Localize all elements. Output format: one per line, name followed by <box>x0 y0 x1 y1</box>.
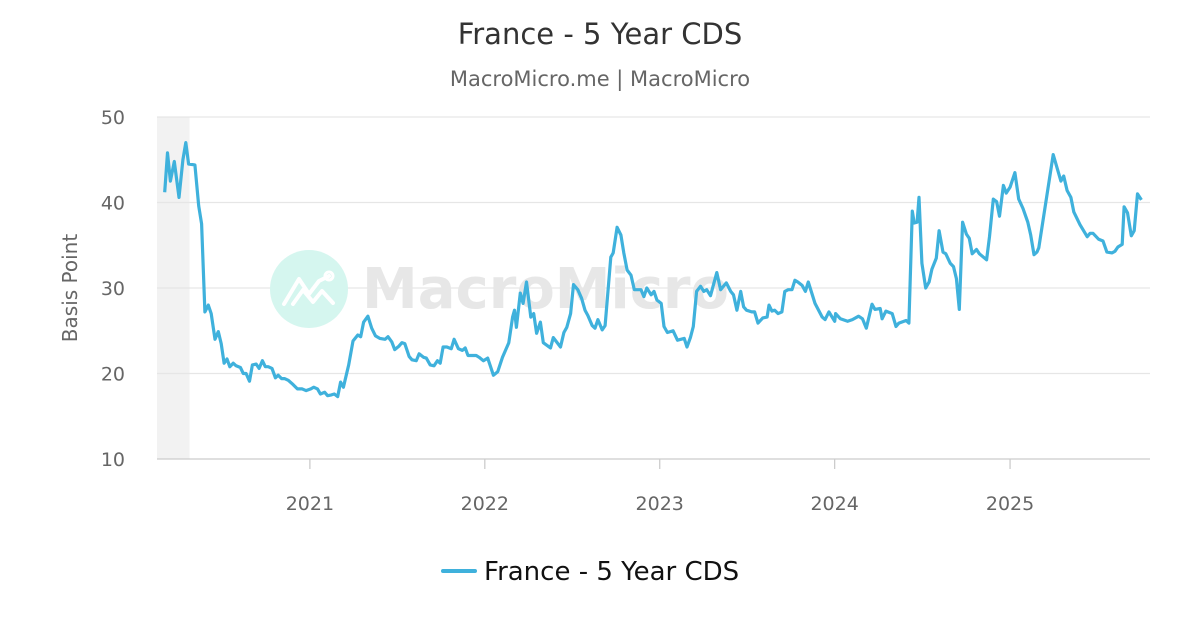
y-tick-label: 20 <box>101 364 125 386</box>
x-axis-ticks: 2021 2022 2023 2024 2025 <box>286 459 1035 515</box>
watermark-text: MacroMicro <box>362 257 729 322</box>
watermark: MacroMicro <box>270 250 729 328</box>
chart-subtitle: MacroMicro.me | MacroMicro <box>450 67 750 92</box>
y-tick-label: 30 <box>101 278 125 300</box>
y-tick-label: 10 <box>101 449 125 471</box>
y-tick-label: 50 <box>101 107 125 129</box>
x-tick-label: 2025 <box>986 493 1034 515</box>
y-tick-label: 40 <box>101 193 125 215</box>
chart-title: France - 5 Year CDS <box>458 17 743 51</box>
x-tick-label: 2022 <box>461 493 509 515</box>
x-tick-label: 2023 <box>636 493 684 515</box>
x-tick-label: 2021 <box>286 493 334 515</box>
legend-label[interactable]: France - 5 Year CDS <box>484 557 739 587</box>
watermark-logo-icon <box>270 250 348 328</box>
y-axis-ticks: 10 20 30 40 50 <box>101 107 125 471</box>
legend[interactable]: France - 5 Year CDS <box>443 557 739 587</box>
x-tick-label: 2024 <box>810 493 858 515</box>
y-axis-label: Basis Point <box>58 234 82 343</box>
